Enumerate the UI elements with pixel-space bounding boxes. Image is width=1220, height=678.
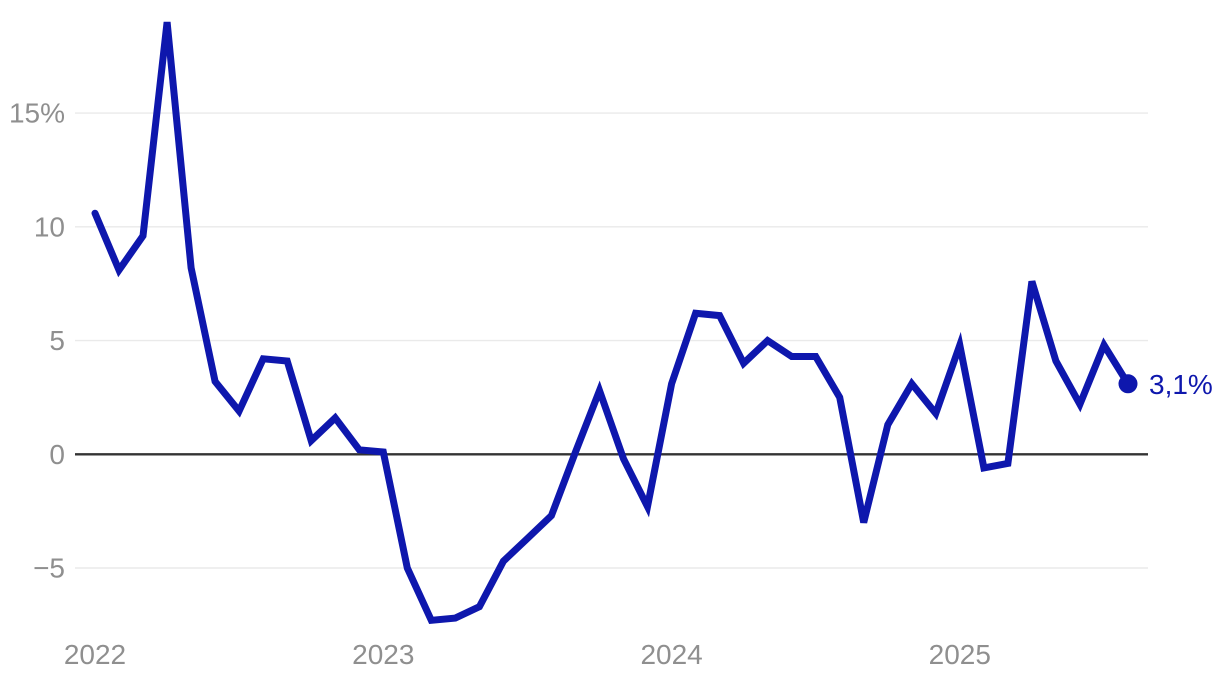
data-series-line [91,21,1132,625]
y-tick-label: 10 [34,211,65,242]
y-tick-label: 5 [49,325,65,356]
x-year-label: 2024 [640,639,702,670]
last-point-marker [1118,374,1138,394]
x-year-label: 2022 [64,639,126,670]
y-tick-label: 15% [9,98,65,129]
y-tick-label: −5 [33,553,65,584]
x-year-label: 2023 [352,639,414,670]
y-tick-label: 0 [49,439,65,470]
last-value-label: 3,1% [1149,369,1213,400]
x-year-label: 2025 [929,639,991,670]
